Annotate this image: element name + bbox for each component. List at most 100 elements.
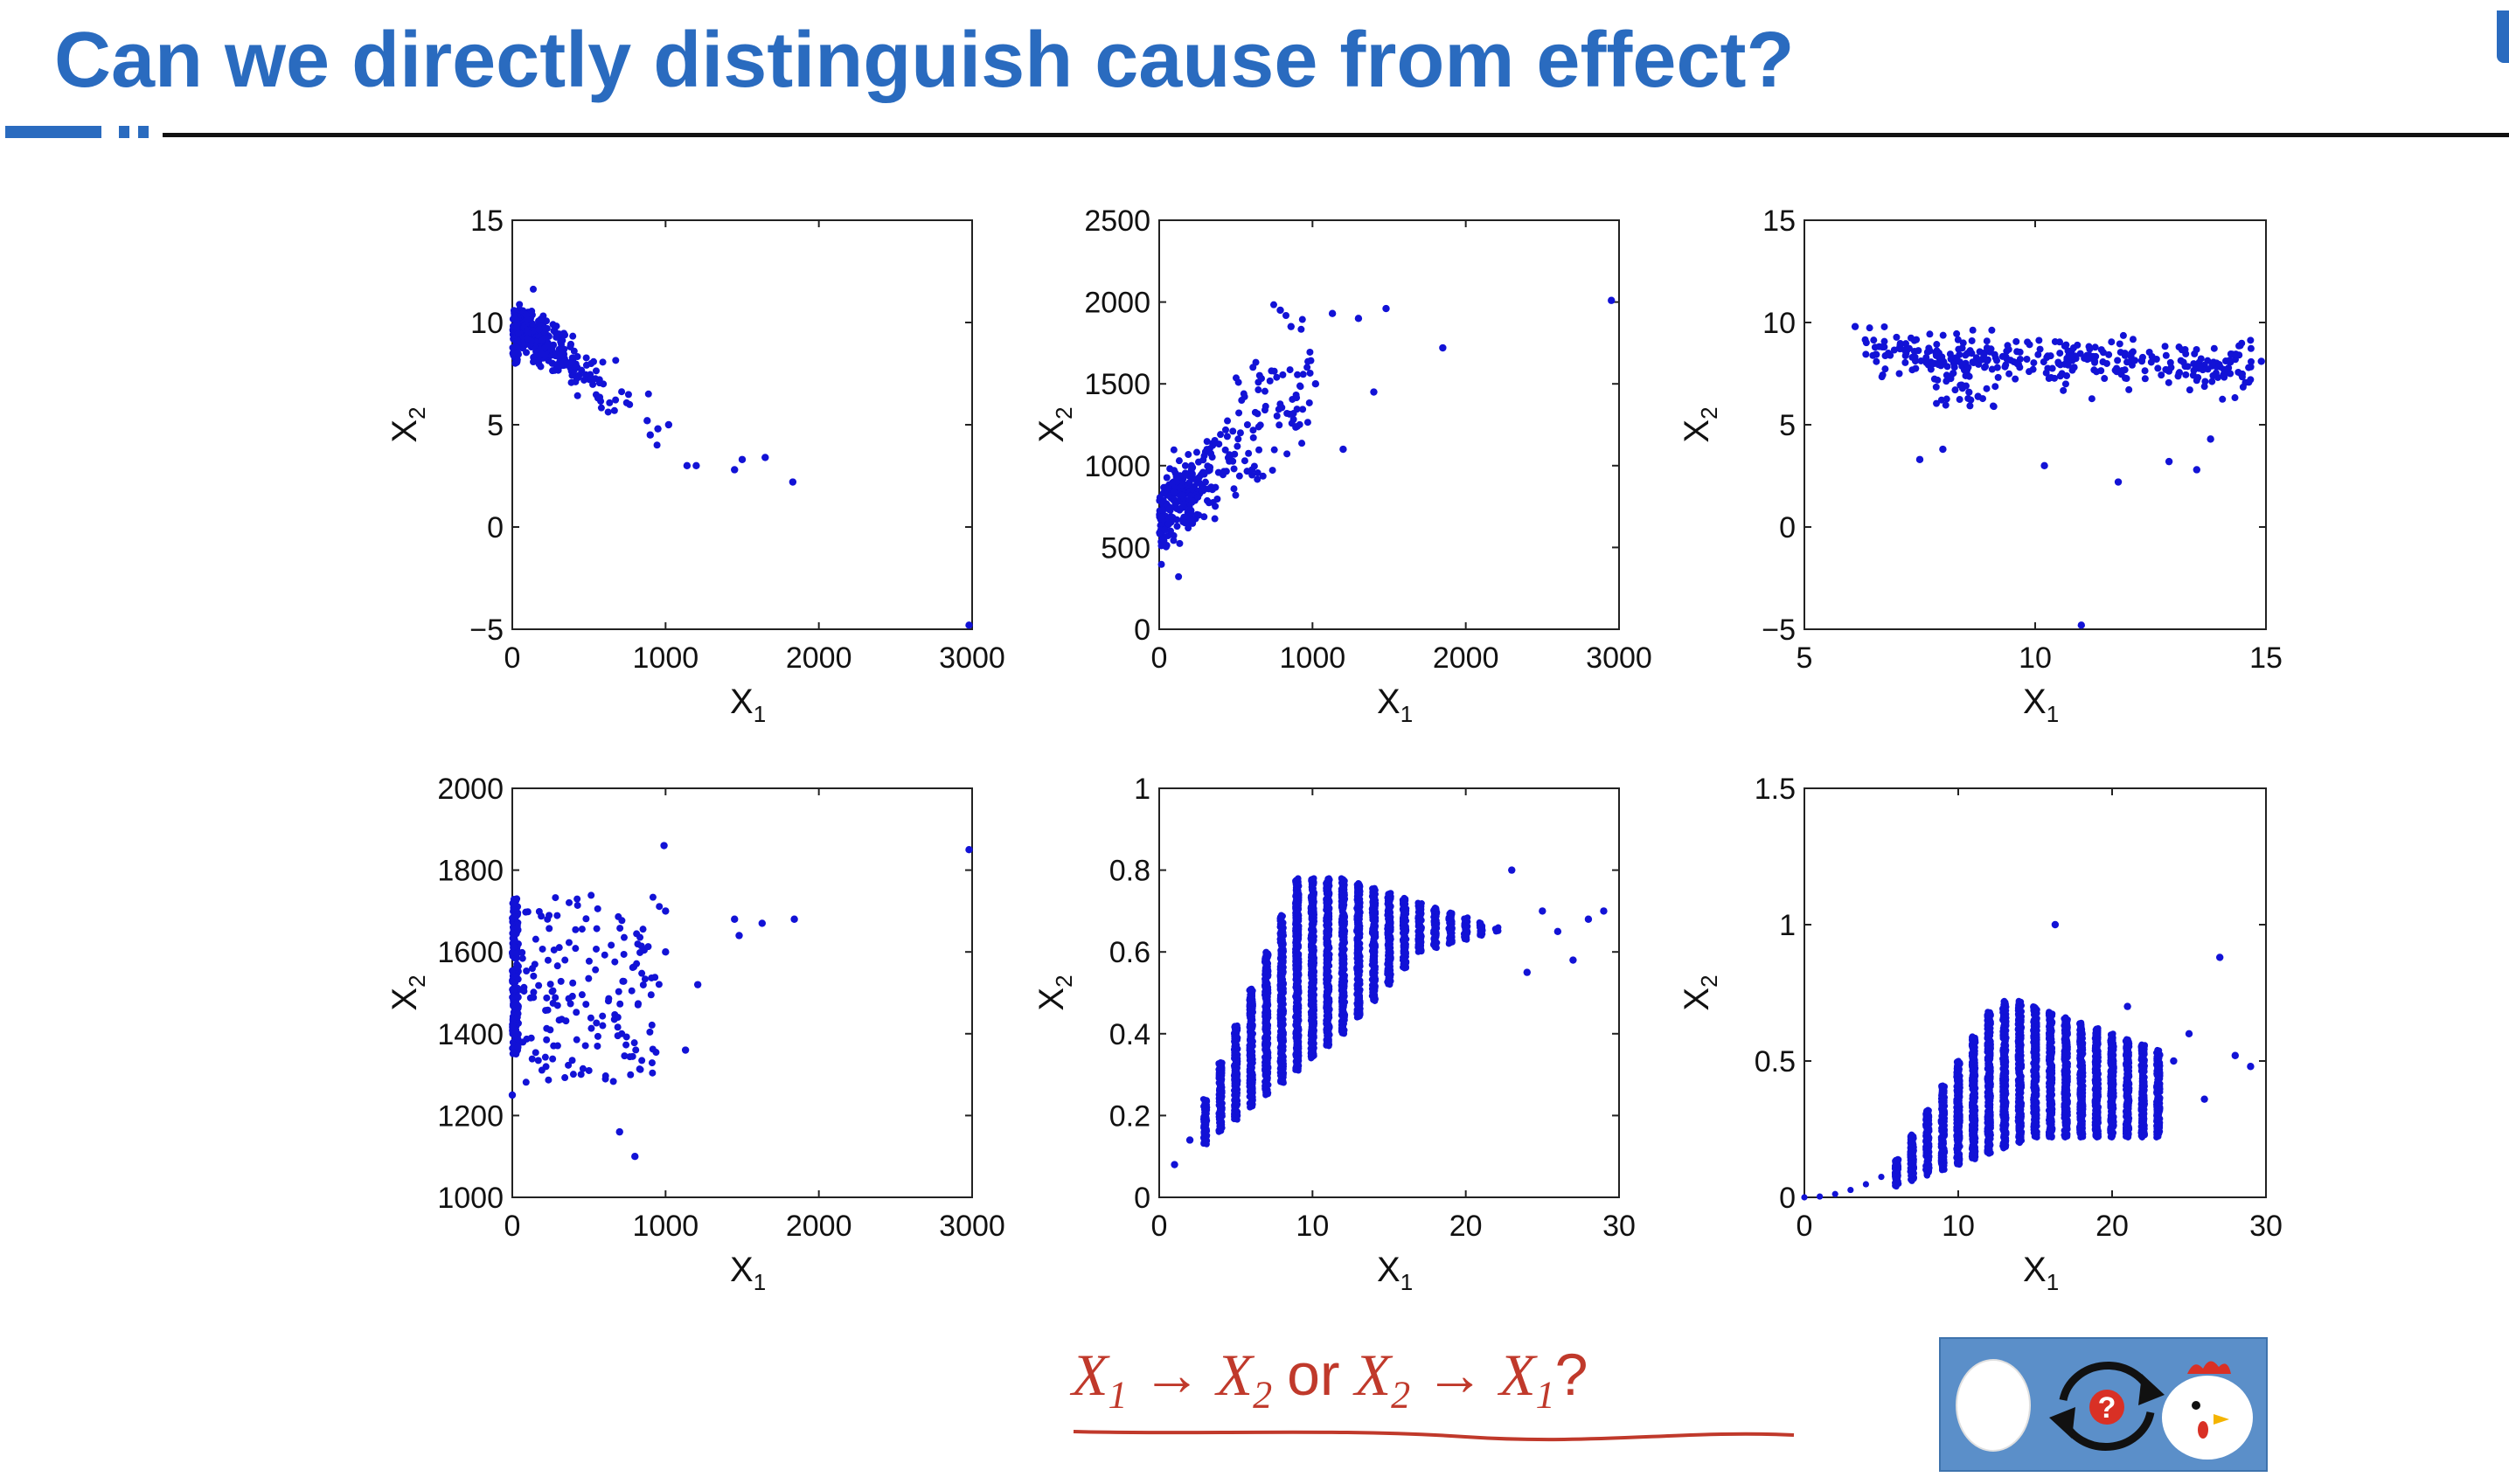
scatter-point [1988,365,1996,373]
scatter-point [1965,388,1973,396]
scatter-point [2209,371,2217,379]
scatter-point [1870,336,1878,344]
scatter-point [578,991,586,999]
scatter-point [1303,364,1311,371]
scatter-point [537,316,545,323]
scatter-point [1974,392,1982,400]
scatter-point [511,942,518,950]
scatter-point [1902,340,1910,348]
plot-frame-5 [1158,787,1620,1198]
scatter-point [1195,511,1203,519]
scatter-point [2012,375,2019,383]
scatter-point [2113,364,2121,372]
scatter-point [761,454,769,461]
scatter-point [1229,427,1237,435]
scatter-point [2067,353,2075,361]
scatter-point [1243,420,1251,428]
scatter-point [1234,442,1241,450]
scatter-point [572,926,580,933]
scatter-point [2064,361,2072,369]
y-tick-label: 0.8 [1109,855,1150,888]
scatter-point [2048,364,2056,372]
scatter-point [660,842,668,849]
scatter-point [1217,431,1225,439]
scatter-point [1977,356,1985,364]
scatter-point [612,396,620,404]
y-tick-label: 5 [1779,409,1796,442]
scatter-point [2210,358,2218,366]
scatter-point [1923,349,1931,357]
scatter-point [1939,331,1947,339]
scatter-point [1896,340,1904,348]
scatter-point [552,361,559,369]
scatter-point [1209,499,1217,507]
scatter-point [1930,375,1938,383]
x-tick-label: 1000 [633,1210,699,1243]
scatter-point [2227,370,2234,378]
scatter-point [2186,386,2193,394]
scatter-point [1339,445,1347,454]
scatter-point [535,326,543,334]
y-tick-label: 15 [470,205,504,238]
scatter-point [2042,369,2050,377]
scatter-point [634,1000,642,1008]
scatter-points-3 [1851,322,2265,629]
scatter-point [2088,395,2095,403]
scatter-point [2105,350,2113,358]
scatter-point [2001,363,2009,371]
scatter-point [1984,356,1991,364]
scatter-point [1185,479,1193,487]
scatter-point [2085,355,2093,363]
y-tick-label: 1800 [437,855,504,888]
scatter-point [626,1053,634,1061]
scatter-point [532,1049,539,1057]
scatter-point [664,420,673,429]
scatter-point [611,958,619,966]
scatter-point [1983,344,1991,352]
scatter-point [546,925,553,933]
plot-frame-3 [1804,219,2267,630]
scatter-point [535,907,543,915]
scatter-point [2005,345,2012,353]
scatter-point [1250,462,1258,470]
scatter-point [1884,350,1892,357]
scatter-points-4 [508,842,973,1161]
scatter-point [2123,375,2130,383]
scatter-point [2054,358,2062,366]
scatter-point [511,1030,518,1038]
scatter-point [2231,394,2239,402]
scatter-point [2129,348,2137,356]
scatter-point [614,1032,622,1040]
scatter-point [2221,373,2228,381]
title-underline-rule [163,133,2509,137]
scatter-point [2129,336,2137,343]
corner-logo-fragment [2497,10,2509,63]
scatter-point [546,1026,554,1034]
scatter-point [1254,475,1261,483]
scatter-point [644,390,652,398]
scatter-point [559,358,566,366]
x-axis-label: X1 [1377,683,1413,727]
scatter-point [1165,520,1173,528]
scatter-point [1956,396,1963,404]
scatter-point [614,1014,622,1022]
scatter-point [524,335,532,343]
scatter-point [643,417,651,425]
scatter-point [636,1065,644,1073]
scatter-point [731,466,739,474]
scatter-point [1862,350,1870,358]
scatter-point [1226,457,1234,465]
scatter-point [530,994,538,1002]
scatter-point [683,461,692,469]
scatter-point [2199,366,2207,374]
scatter-point [587,1014,594,1022]
scatter-point [2219,395,2227,403]
scatter-point [1881,365,1889,373]
scatter-point [561,331,569,339]
scatter-point [1851,322,1859,330]
scatter-point [2030,359,2038,367]
scatter-point [1257,375,1265,383]
scatter-point [2114,478,2123,486]
scatter-point [2193,377,2200,385]
scatter-points-5 [1171,866,1608,1168]
